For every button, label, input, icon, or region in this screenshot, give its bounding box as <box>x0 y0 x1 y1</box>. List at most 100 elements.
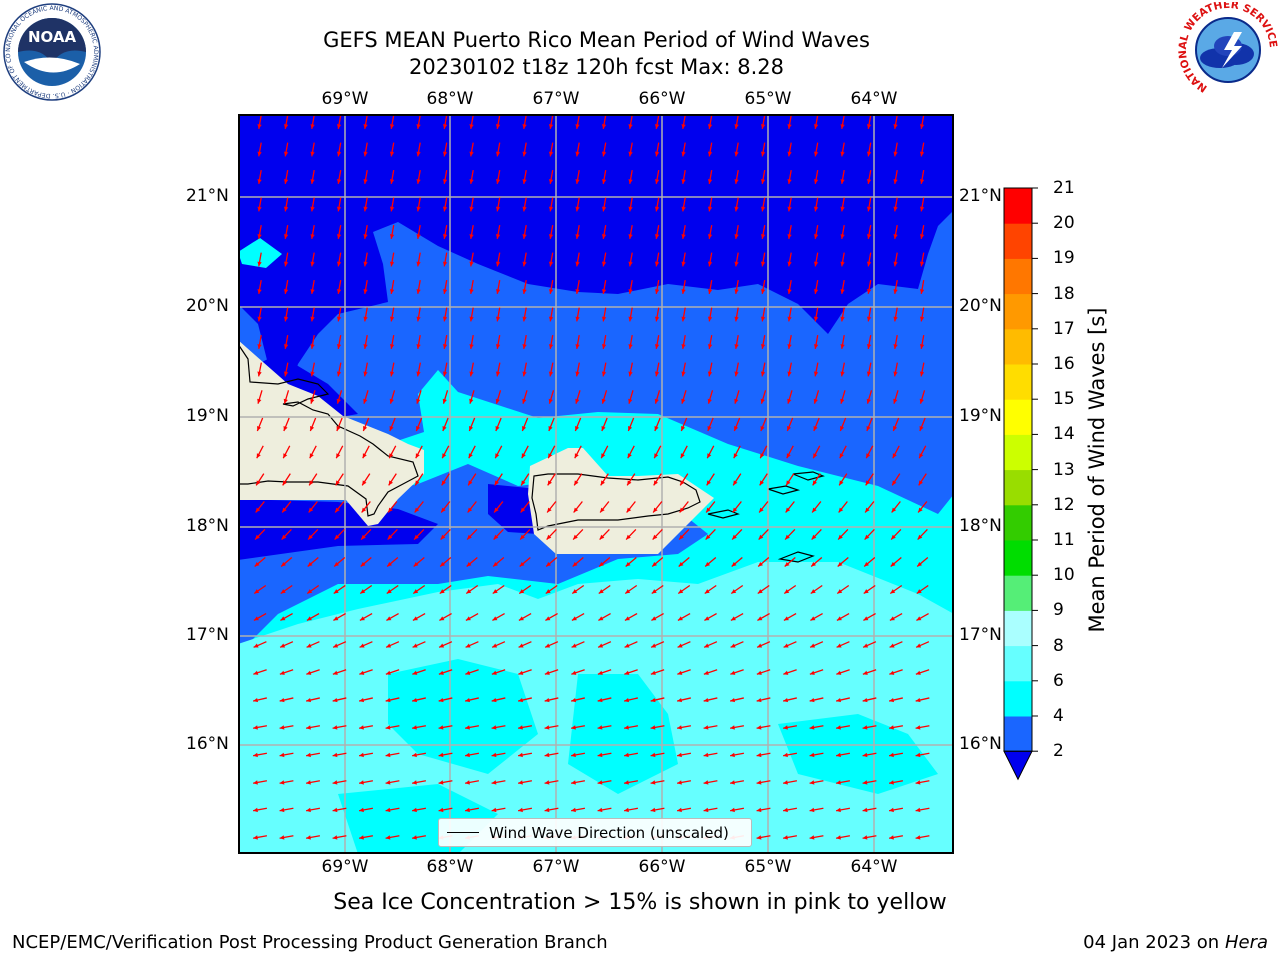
wind-wave-arrows <box>252 114 930 840</box>
lat-label-left: 16°N <box>186 734 229 754</box>
wind-wave-arrowhead <box>548 371 554 377</box>
wind-wave-arrowhead <box>544 697 550 703</box>
wind-wave-arrowhead <box>678 589 684 594</box>
wind-wave-arrowhead <box>865 480 870 486</box>
wind-wave-arrowhead <box>492 589 498 594</box>
wind-wave-arrowhead <box>519 561 525 567</box>
wind-wave-arrowhead <box>363 344 368 349</box>
wind-wave-arrowhead <box>681 425 686 431</box>
wind-wave-arrowhead <box>652 561 658 567</box>
wind-wave-arrowhead <box>572 589 578 594</box>
wind-wave-arrowhead <box>571 616 577 621</box>
wind-wave-arrowhead <box>466 589 472 594</box>
wind-wave-arrowhead <box>598 643 604 648</box>
colorbar-cell <box>1004 364 1032 400</box>
wind-wave-arrowhead <box>703 697 709 703</box>
wind-wave-arrowhead <box>681 289 686 294</box>
wind-wave-arrowhead <box>650 725 656 730</box>
wind-wave-arrowhead <box>412 807 417 813</box>
wind-wave-arrowhead <box>601 206 607 212</box>
wind-wave-arrowhead <box>361 534 366 540</box>
wind-wave-arrowhead <box>442 179 448 184</box>
wind-wave-arrowhead <box>363 124 368 129</box>
wind-wave-arrowhead <box>893 261 898 267</box>
colorbar-label: Mean Period of Wind Waves [s] <box>1085 307 1109 633</box>
wind-wave-arrowhead <box>336 398 341 404</box>
wind-wave-arrowhead <box>336 151 342 157</box>
wind-wave-arrowhead <box>465 752 470 758</box>
wind-wave-arrowhead <box>332 752 338 758</box>
wind-wave-arrowhead <box>757 616 763 621</box>
wind-wave-arrowhead <box>253 643 259 648</box>
wind-wave-arrowhead <box>520 534 525 540</box>
wind-wave-arrowhead <box>628 316 633 322</box>
wind-wave-arrowhead <box>359 697 365 703</box>
wind-wave-arrowhead <box>787 316 792 322</box>
wind-wave-arrowhead <box>628 151 633 157</box>
wind-wave-arrowhead <box>279 697 285 703</box>
wind-wave-arrowhead <box>734 371 739 377</box>
wind-wave-arrowhead <box>625 589 631 594</box>
wind-wave-arrowhead <box>730 670 736 675</box>
lat-label-left: 18°N <box>186 516 229 536</box>
wind-wave-arrowhead <box>597 670 603 675</box>
wind-wave-arrowhead <box>733 480 738 486</box>
wind-wave-arrowhead <box>253 807 258 813</box>
wind-wave-arrowhead <box>760 124 766 129</box>
wind-wave-arrowhead <box>866 398 871 404</box>
wind-wave-arrowhead <box>310 371 315 377</box>
wind-wave-arrowhead <box>597 725 603 730</box>
wind-wave-arrowhead <box>257 398 262 404</box>
colorbar-tick-label: 4 <box>1053 706 1064 726</box>
wind-wave-arrowhead <box>786 453 791 459</box>
wind-wave-arrowhead <box>707 151 713 157</box>
wind-wave-arrowhead <box>654 261 660 267</box>
wind-wave-arrowhead <box>783 643 789 648</box>
wind-wave-arrowhead <box>495 234 501 239</box>
wind-wave-arrowhead <box>412 835 417 840</box>
wind-wave-arrowhead <box>416 151 421 157</box>
lat-label-right: 16°N <box>959 734 1002 754</box>
wind-wave-arrowhead <box>389 234 395 239</box>
wind-wave-arrowhead <box>522 371 527 377</box>
wind-wave-arrowhead <box>363 316 368 322</box>
wind-wave-arrowhead <box>893 151 898 157</box>
wind-wave-arrowhead <box>495 289 501 294</box>
wind-wave-arrowhead <box>840 289 845 294</box>
wind-wave-arrowhead <box>813 425 818 431</box>
wind-wave-arrowhead <box>783 697 789 703</box>
wind-wave-arrowhead <box>893 206 898 212</box>
colorbar-cell <box>1004 504 1032 541</box>
wind-wave-arrowhead <box>253 780 258 785</box>
wind-wave-arrowhead <box>809 670 815 675</box>
coastline-vi <box>767 471 825 495</box>
wind-wave-arrowhead <box>758 534 764 540</box>
wind-wave-arrowhead <box>601 344 607 349</box>
wind-wave-arrowhead <box>257 234 262 239</box>
wind-wave-arrowhead <box>574 453 579 459</box>
wind-wave-arrowhead <box>707 316 713 322</box>
wind-wave-arrowhead <box>522 234 527 239</box>
wind-wave-arrowhead <box>257 179 262 184</box>
wind-wave-arrowhead <box>332 670 338 675</box>
wind-wave-arrowhead <box>575 344 580 349</box>
wind-wave-arrowhead <box>491 725 497 730</box>
wind-wave-arrowhead <box>732 507 738 513</box>
wind-wave-arrowhead <box>283 289 289 294</box>
wind-wave-arrowhead <box>412 752 417 758</box>
wind-wave-arrowhead <box>257 371 262 377</box>
wind-wave-arrowhead <box>441 480 446 486</box>
wind-wave-arrowhead <box>548 234 554 239</box>
wind-wave-arrowhead <box>574 480 579 486</box>
wind-wave-arrowhead <box>650 807 656 813</box>
wind-wave-arrowhead <box>760 453 765 459</box>
wind-wave-arrowhead <box>783 752 788 758</box>
wind-wave-arrowhead <box>760 179 766 184</box>
wind-wave-arrowhead <box>628 425 633 431</box>
wind-wave-arrowhead <box>575 179 580 184</box>
wind-wave-arrowhead <box>677 807 682 813</box>
wind-wave-arrowhead <box>915 670 921 675</box>
wind-wave-arrowhead <box>786 480 791 486</box>
wind-wave-arrowhead <box>308 507 314 513</box>
wind-wave-arrowhead <box>491 780 497 785</box>
